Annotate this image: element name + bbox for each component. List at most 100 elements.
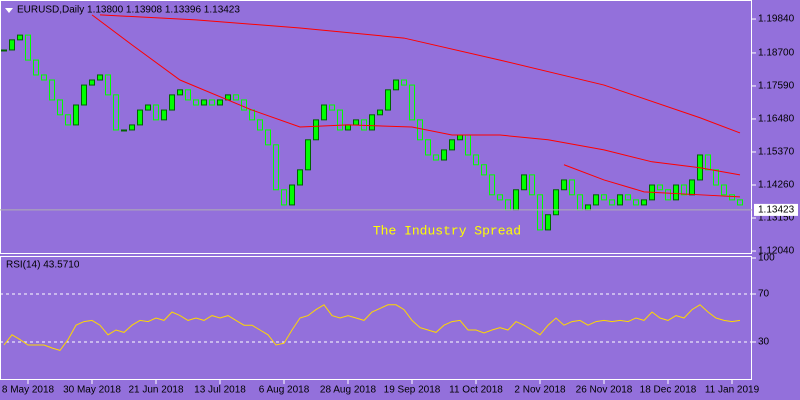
x-tick-label: 8 May 2018 xyxy=(2,385,55,396)
candle xyxy=(673,184,679,201)
candle xyxy=(497,194,503,201)
candle xyxy=(185,89,191,101)
moving-average xyxy=(91,14,741,176)
collapse-arrow[interactable] xyxy=(5,8,13,13)
x-tick-label: 6 Aug 2018 xyxy=(259,385,310,396)
candle xyxy=(1,49,7,52)
candle xyxy=(137,109,143,126)
candle xyxy=(377,109,383,116)
y-tick-label: 100 xyxy=(758,253,775,264)
candle xyxy=(441,149,447,161)
x-tick-label: 19 Sep 2018 xyxy=(384,385,441,396)
candle xyxy=(65,114,71,126)
candle xyxy=(689,179,695,196)
candle xyxy=(57,99,63,116)
candle xyxy=(641,199,647,206)
y-tick-label: 1.12040 xyxy=(758,246,795,257)
candle xyxy=(105,74,111,96)
x-tick-label: 2 Nov 2018 xyxy=(514,385,566,396)
candle xyxy=(273,144,279,191)
candle xyxy=(81,84,87,106)
candle xyxy=(209,99,215,106)
candle xyxy=(625,194,631,201)
candle xyxy=(505,199,511,211)
candle xyxy=(121,129,127,132)
candle xyxy=(385,89,391,111)
y-tick-label: 1.15370 xyxy=(758,147,795,158)
candle xyxy=(353,119,359,126)
candle xyxy=(393,79,399,91)
candle xyxy=(289,184,295,206)
candle xyxy=(49,79,55,101)
candle xyxy=(417,119,423,141)
candle xyxy=(489,174,495,196)
candle xyxy=(465,134,471,156)
candle xyxy=(449,139,455,151)
candle xyxy=(665,189,671,201)
candle xyxy=(473,154,479,166)
candle xyxy=(729,194,735,201)
candle xyxy=(553,189,559,216)
last-price-box xyxy=(754,203,798,216)
x-tick-label: 21 Jun 2018 xyxy=(128,385,183,396)
rsi-line xyxy=(3,304,741,351)
plot-layer: 1.19840 1.18700 1.17590 1.16480 1.15370 1.142… xyxy=(0,14,798,396)
x-tick-label: 30 May 2018 xyxy=(63,385,121,396)
candle xyxy=(145,104,151,111)
candle xyxy=(177,89,183,96)
candle xyxy=(97,74,103,81)
candle xyxy=(337,109,343,131)
candle xyxy=(153,104,159,121)
candle xyxy=(297,169,303,186)
candle xyxy=(713,169,719,186)
candle xyxy=(537,194,543,231)
y-tick-label: 1.17590 xyxy=(758,81,795,92)
candle xyxy=(9,39,15,51)
candle xyxy=(409,84,415,121)
candle xyxy=(529,174,535,196)
rsi-panel xyxy=(0,256,752,380)
candle xyxy=(513,189,519,211)
candle xyxy=(737,199,743,206)
candle xyxy=(73,104,79,126)
candle xyxy=(217,99,223,106)
candle xyxy=(569,179,575,196)
candle xyxy=(33,59,39,76)
y-tick-label: 1.14260 xyxy=(758,180,795,191)
annotation: The Industry Spread xyxy=(373,223,521,238)
candle xyxy=(369,114,375,131)
moving-average xyxy=(99,14,741,134)
y-tick-label: 1.19840 xyxy=(758,14,795,25)
candle xyxy=(721,184,727,196)
candle xyxy=(585,204,591,211)
candle xyxy=(609,199,615,206)
chart-title: EURUSD,Daily 1.13800 1.13908 1.13396 1.1… xyxy=(17,5,240,16)
candle xyxy=(705,154,711,171)
candle xyxy=(265,129,271,146)
candle xyxy=(481,164,487,176)
candle xyxy=(129,124,135,131)
candle xyxy=(241,99,247,111)
candle xyxy=(321,104,327,121)
candle xyxy=(41,74,47,81)
candle xyxy=(25,34,31,61)
candle xyxy=(89,79,95,86)
y-tick-label: 70 xyxy=(758,289,770,300)
y-tick-label: 30 xyxy=(758,337,770,348)
candle xyxy=(281,189,287,206)
candle xyxy=(193,99,199,106)
candle xyxy=(401,79,407,86)
candle xyxy=(169,94,175,111)
candle xyxy=(329,104,335,111)
candle xyxy=(593,194,599,206)
y-tick-label: 1.18700 xyxy=(758,48,795,59)
y-tick-label: 1.16480 xyxy=(758,114,795,125)
candle xyxy=(601,194,607,201)
candle xyxy=(249,109,255,121)
candle xyxy=(617,194,623,206)
candle xyxy=(345,124,351,131)
candle xyxy=(161,109,167,121)
candle xyxy=(201,99,207,106)
